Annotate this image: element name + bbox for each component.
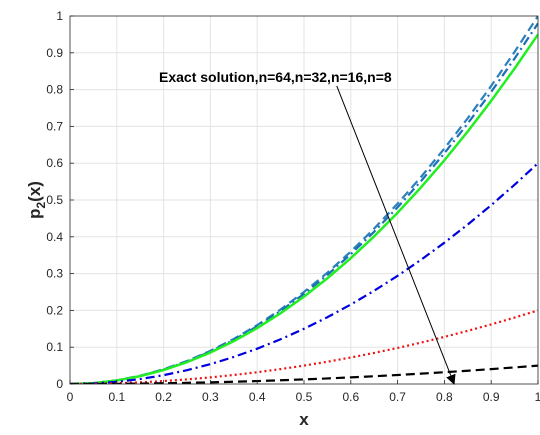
annotation: Exact solution,n=64,n=32,n=16,n=8 [159, 69, 456, 385]
x-tick-label: 0.6 [342, 390, 359, 404]
y-tick-label: 0.8 [46, 83, 63, 97]
annotation-text: Exact solution,n=64,n=32,n=16,n=8 [159, 69, 392, 85]
series-line-6 [70, 364, 538, 384]
x-tick-label: 1 [535, 390, 540, 404]
x-tick-label: 0.1 [108, 390, 125, 404]
x-tick-label: 0.3 [202, 390, 219, 404]
annotation-arrow [336, 85, 456, 385]
y-axis-label-main: p [25, 209, 44, 219]
y-axis-label-tail: (x) [25, 181, 44, 202]
y-tick-label: 0.2 [46, 303, 63, 317]
y-axis-label: p2(x) [25, 181, 48, 219]
y-tick-label: 0.5 [46, 193, 63, 207]
y-tick-label: 0.6 [46, 156, 63, 170]
y-tick-label: 0.9 [46, 46, 63, 60]
x-tick-label: 0.8 [436, 390, 453, 404]
y-tick-label: 0.1 [46, 340, 63, 354]
data-series [70, 16, 538, 384]
y-tick-label: 1 [56, 9, 63, 23]
svg-text:p2(x): p2(x) [25, 181, 48, 219]
x-tick-label: 0.7 [389, 390, 406, 404]
x-tick-label: 0 [67, 390, 74, 404]
x-tick-label: 0.5 [296, 390, 313, 404]
y-tick-label: 0 [56, 377, 63, 391]
y-tick-label: 0.7 [46, 119, 63, 133]
y-tick-label: 0.4 [46, 230, 63, 244]
x-axis-label: x [299, 410, 309, 429]
grid-lines [70, 16, 538, 384]
x-tick-label: 0.9 [483, 390, 500, 404]
y-axis-label-subscript: 2 [34, 202, 48, 209]
x-tick-label: 0.2 [155, 390, 172, 404]
axis-ticks: 0 0.1 0.2 0.3 0.4 0.5 0.6 0.7 0.8 0.9 1 0 0.1 0.2 0.3 0… [46, 9, 540, 404]
series-line-4 [70, 162, 538, 384]
series-line-3 [70, 33, 538, 384]
x-tick-label: 0.4 [249, 390, 266, 404]
y-tick-label: 0.3 [46, 267, 63, 281]
